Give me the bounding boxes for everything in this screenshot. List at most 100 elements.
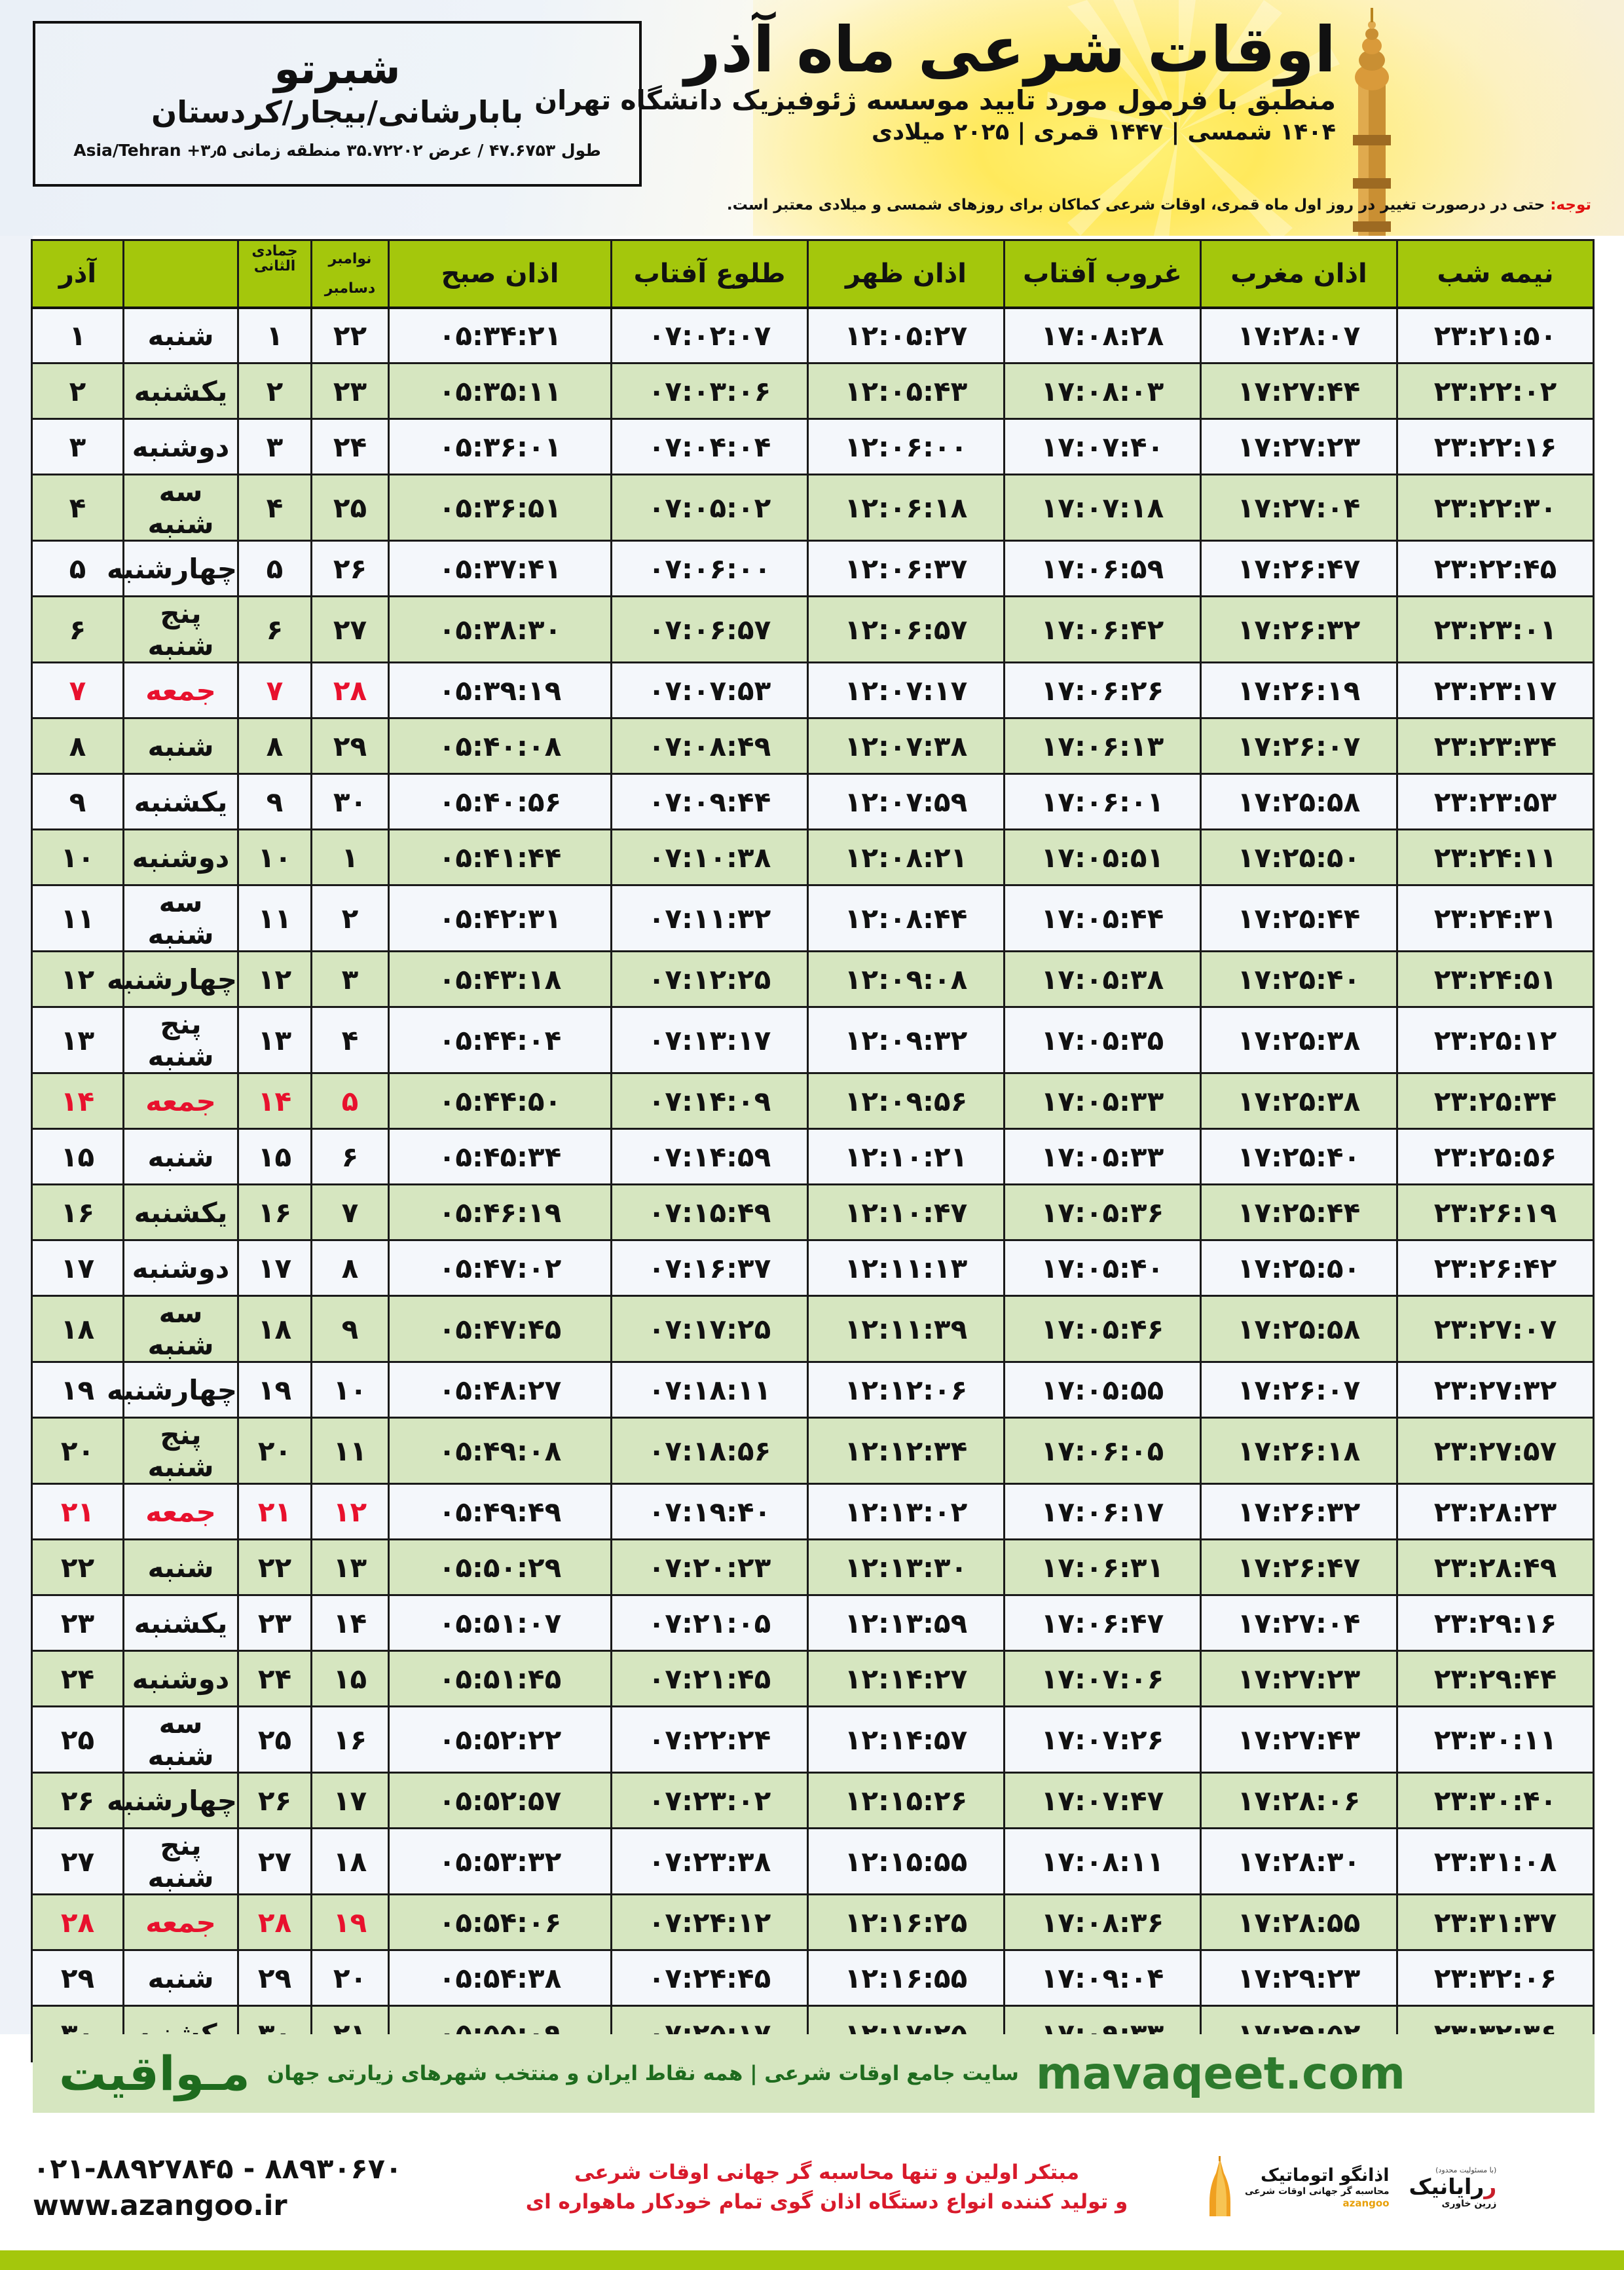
cell-h: ۱۳ — [310, 1538, 390, 1596]
table-row: ۲۳:۳۲:۰۶ ۱۷:۲۹:۲۳ ۱۷:۰۹:۰۴ ۱۲:۱۶:۵۵ ۰۷:۲۴:۴۵… — [31, 1949, 1595, 2007]
rayaneek-name-text: رایانیک — [1409, 2174, 1485, 2199]
cell-fajr: ۰۵:۴۰:۰۸ — [388, 717, 612, 775]
cell-mid: ۲۳:۲۲:۴۵ — [1396, 540, 1595, 597]
cell-mid: ۲۳:۲۳:۵۳ — [1396, 773, 1595, 830]
cell-h: ۱۱ — [310, 1417, 390, 1485]
cell-maghrib: ۱۷:۲۵:۵۰ — [1200, 828, 1398, 886]
cell-maghrib: ۱۷:۲۶:۴۷ — [1200, 540, 1398, 597]
col-header-dhuhr: اذان ظهر — [807, 239, 1005, 309]
cell-h: ۲ — [310, 884, 390, 952]
cell-d: ۹ — [31, 773, 124, 830]
minaret-icon — [1353, 8, 1391, 236]
table-row: ۲۳:۲۴:۱۱ ۱۷:۲۵:۵۰ ۱۷:۰۵:۵۱ ۱۲:۰۸:۲۱ ۰۷:۱۰:۳۸… — [31, 828, 1595, 886]
cell-mid: ۲۳:۲۵:۵۶ — [1396, 1128, 1595, 1185]
cell-sunrise: ۰۷:۱۳:۱۷ — [610, 1006, 809, 1074]
table-row: ۲۳:۳۱:۳۷ ۱۷:۲۸:۵۵ ۱۷:۰۸:۳۶ ۱۲:۱۶:۲۵ ۰۷:۲۴:۱۲… — [31, 1893, 1595, 1951]
cell-sunset: ۱۷:۰۶:۴۷ — [1003, 1594, 1202, 1652]
azango-sub-fa: محاسبه گر جهانی اوقات شرعی — [1245, 2186, 1390, 2197]
cell-mid: ۲۳:۲۷:۰۷ — [1396, 1295, 1595, 1363]
azango-slogan: مبتکر اولین و تنها محاسبه گر جهانی اوقات… — [452, 2158, 1202, 2217]
cell-g: ۱۹ — [237, 1361, 312, 1419]
cell-sunrise: ۰۷:۰۶:۰۰ — [610, 540, 809, 597]
table-row: ۲۳:۲۹:۱۶ ۱۷:۲۷:۰۴ ۱۷:۰۶:۴۷ ۱۲:۱۳:۵۹ ۰۷:۲۱:۰۵… — [31, 1594, 1595, 1652]
cell-g: ۳ — [237, 418, 312, 475]
cell-dhuhr: ۱۲:۱۶:۵۵ — [807, 1949, 1005, 2007]
cell-mid: ۲۳:۲۳:۰۱ — [1396, 595, 1595, 663]
cell-mid: ۲۳:۲۳:۱۷ — [1396, 661, 1595, 719]
mosque-dome-icon — [1209, 2156, 1230, 2216]
cell-h: ۱۰ — [310, 1361, 390, 1419]
table-row: ۲۳:۳۰:۱۱ ۱۷:۲۷:۴۳ ۱۷:۰۷:۲۶ ۱۲:۱۴:۵۷ ۰۷:۲۲:۲۴… — [31, 1705, 1595, 1774]
cell-maghrib: ۱۷:۲۷:۲۳ — [1200, 418, 1398, 475]
page-title: اوقات شرعی ماه آذر — [684, 13, 1336, 86]
col-header-december: دسامبر — [324, 280, 376, 297]
cell-h: ۱ — [310, 828, 390, 886]
cell-dhuhr: ۱۲:۱۳:۳۰ — [807, 1538, 1005, 1596]
rayaneek-logo: (با مسئولیت محدود) ررایانیک زرین خاوری — [1409, 2167, 1497, 2208]
cell-maghrib: ۱۷:۲۷:۲۳ — [1200, 1650, 1398, 1707]
cell-wd: پنج شنبه — [122, 595, 239, 663]
cell-g: ۵ — [237, 540, 312, 597]
contact-website[interactable]: www.azangoo.ir — [33, 2189, 287, 2222]
cell-dhuhr: ۱۲:۱۲:۳۴ — [807, 1417, 1005, 1485]
cell-dhuhr: ۱۲:۰۹:۰۸ — [807, 950, 1005, 1008]
col-header-sunrise: طلوع آفتاب — [610, 239, 809, 309]
cell-dhuhr: ۱۲:۰۹:۵۶ — [807, 1072, 1005, 1130]
cell-d: ۲۱ — [31, 1483, 124, 1540]
cell-d: ۱۱ — [31, 884, 124, 952]
cell-mid: ۲۳:۳۲:۰۶ — [1396, 1949, 1595, 2007]
cell-g: ۱۶ — [237, 1183, 312, 1241]
cell-maghrib: ۱۷:۲۸:۵۵ — [1200, 1893, 1398, 1951]
cell-wd: چهارشنبه — [107, 950, 239, 1008]
col-header-fajr: اذان صبح — [388, 239, 612, 309]
cell-h: ۷ — [310, 1183, 390, 1241]
cell-sunrise: ۰۷:۱۲:۲۵ — [610, 950, 809, 1008]
cell-sunset: ۱۷:۰۷:۱۸ — [1003, 474, 1202, 542]
cell-fajr: ۰۵:۳۶:۵۱ — [388, 474, 612, 542]
cell-dhuhr: ۱۲:۰۶:۱۸ — [807, 474, 1005, 542]
table-row: ۲۳:۲۷:۳۲ ۱۷:۲۶:۰۷ ۱۷:۰۵:۵۵ ۱۲:۱۲:۰۶ ۰۷:۱۸:۱۱… — [31, 1361, 1595, 1419]
contact-block: ۰۲۱-۸۸۹۲۷۸۴۵ - ۸۸۹۳۰۶۷۰ www.azangoo.ir — [33, 2153, 452, 2222]
cell-dhuhr: ۱۲:۰۷:۵۹ — [807, 773, 1005, 830]
cell-maghrib: ۱۷:۲۷:۰۴ — [1200, 474, 1398, 542]
cell-fajr: ۰۵:۴۵:۳۴ — [388, 1128, 612, 1185]
cell-wd: شنبه — [122, 717, 239, 775]
cell-d: ۸ — [31, 717, 124, 775]
table-row: ۲۳:۲۳:۵۳ ۱۷:۲۵:۵۸ ۱۷:۰۶:۰۱ ۱۲:۰۷:۵۹ ۰۷:۰۹:۴۴… — [31, 773, 1595, 830]
cell-dhuhr: ۱۲:۰۸:۴۴ — [807, 884, 1005, 952]
cell-d: ۱ — [31, 307, 124, 364]
cell-mid: ۲۳:۲۴:۵۱ — [1396, 950, 1595, 1008]
cell-sunset: ۱۷:۰۶:۱۳ — [1003, 717, 1202, 775]
footer-bottom-bar: اذانگو اتوماتیک محاسبه گر جهانی اوقات شر… — [33, 2129, 1595, 2246]
cell-sunrise: ۰۷:۲۱:۴۵ — [610, 1650, 809, 1707]
cell-d: ۲ — [31, 362, 124, 420]
cell-fajr: ۰۵:۴۶:۱۹ — [388, 1183, 612, 1241]
cell-sunset: ۱۷:۰۸:۱۱ — [1003, 1827, 1202, 1895]
cell-wd: دوشنبه — [122, 1239, 239, 1297]
location-path: بابارشانی/بیجار/کردستان — [151, 94, 523, 130]
cell-sunset: ۱۷:۰۸:۲۸ — [1003, 307, 1202, 364]
cell-sunset: ۱۷:۰۷:۴۰ — [1003, 418, 1202, 475]
cell-maghrib: ۱۷:۲۸:۰۷ — [1200, 307, 1398, 364]
cell-g: ۱۴ — [237, 1072, 312, 1130]
cell-fajr: ۰۵:۴۴:۵۰ — [388, 1072, 612, 1130]
table-row: ۲۳:۲۳:۰۱ ۱۷:۲۶:۳۲ ۱۷:۰۶:۴۲ ۱۲:۰۶:۵۷ ۰۷:۰۶:۵۷… — [31, 595, 1595, 663]
cell-fajr: ۰۵:۴۸:۲۷ — [388, 1361, 612, 1419]
col-header-month: آذر — [31, 239, 124, 309]
cell-h: ۱۸ — [310, 1827, 390, 1895]
cell-g: ۲۱ — [237, 1483, 312, 1540]
mavaqeet-url[interactable]: mavaqeet.com — [1035, 2047, 1406, 2100]
footer-brand-bar: مـواقیت سایت جامع اوقات شرعی | همه نقاط … — [33, 2034, 1595, 2113]
cell-d: ۱۴ — [31, 1072, 124, 1130]
cell-wd: شنبه — [122, 1949, 239, 2007]
cell-sunrise: ۰۷:۱۴:۰۹ — [610, 1072, 809, 1130]
cell-sunrise: ۰۷:۱۱:۳۲ — [610, 884, 809, 952]
note-label: توجه: — [1550, 196, 1591, 214]
cell-dhuhr: ۱۲:۱۵:۵۵ — [807, 1827, 1005, 1895]
cell-fajr: ۰۵:۳۴:۲۱ — [388, 307, 612, 364]
cell-sunset: ۱۷:۰۵:۵۱ — [1003, 828, 1202, 886]
cell-wd: جمعه — [122, 661, 239, 719]
col-header-sunset: غروب آفتاب — [1003, 239, 1202, 309]
cell-sunset: ۱۷:۰۵:۳۶ — [1003, 1183, 1202, 1241]
cell-d: ۲۲ — [31, 1538, 124, 1596]
